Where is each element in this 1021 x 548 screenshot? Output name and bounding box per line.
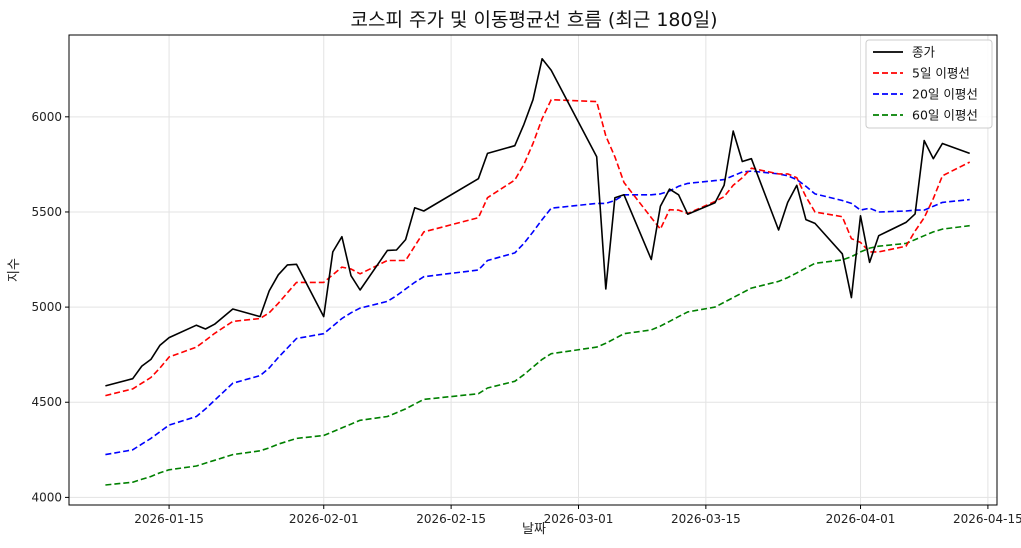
x-tick-label: 2026-02-15: [416, 512, 486, 526]
grid-lines: [69, 35, 997, 505]
x-tick-label: 2026-03-01: [544, 512, 614, 526]
y-axis-title: 지수: [7, 258, 22, 282]
x-tick-label: 2026-04-01: [826, 512, 896, 526]
y-tick-label: 4500: [31, 395, 62, 409]
legend-label: 5일 이평선: [912, 66, 970, 81]
legend-box: [865, 39, 993, 129]
y-tick-label: 5500: [31, 205, 62, 219]
plot-area: [68, 34, 998, 506]
legend-label: 종가: [912, 45, 936, 60]
y-tick-label: 5000: [31, 300, 62, 314]
series-lines: [105, 57, 971, 486]
legend: 종가 5일 이평선 20일 이평선 60일 이평선: [865, 39, 993, 129]
chart-title: 코스피 주가 및 이동평균선 흐름 (최근 180일): [350, 9, 717, 31]
series-line-3: [105, 224, 970, 486]
x-tick-label: 2026-04-15: [953, 512, 1021, 526]
y-tick-label: 6000: [31, 110, 62, 124]
series-line-2: [105, 170, 970, 456]
plot-frame: [68, 34, 998, 506]
x-tick-label: 2026-01-15: [134, 512, 204, 526]
legend-label: 20일 이평선: [912, 87, 978, 102]
legend-label: 60일 이평선: [912, 108, 978, 123]
y-tick-label: 4000: [31, 490, 62, 504]
y-axis: 4000 4500 5000 5500 6000: [31, 110, 69, 504]
series-line-0: [105, 57, 970, 387]
x-tick-label: 2026-03-15: [671, 512, 741, 526]
x-tick-label: 2026-02-01: [289, 512, 359, 526]
series-line-1: [105, 98, 971, 397]
x-axis-title: 날짜: [522, 522, 546, 537]
x-axis: 2026-01-15 2026-02-01 2026-02-15 2026-03-01…: [134, 505, 1021, 526]
